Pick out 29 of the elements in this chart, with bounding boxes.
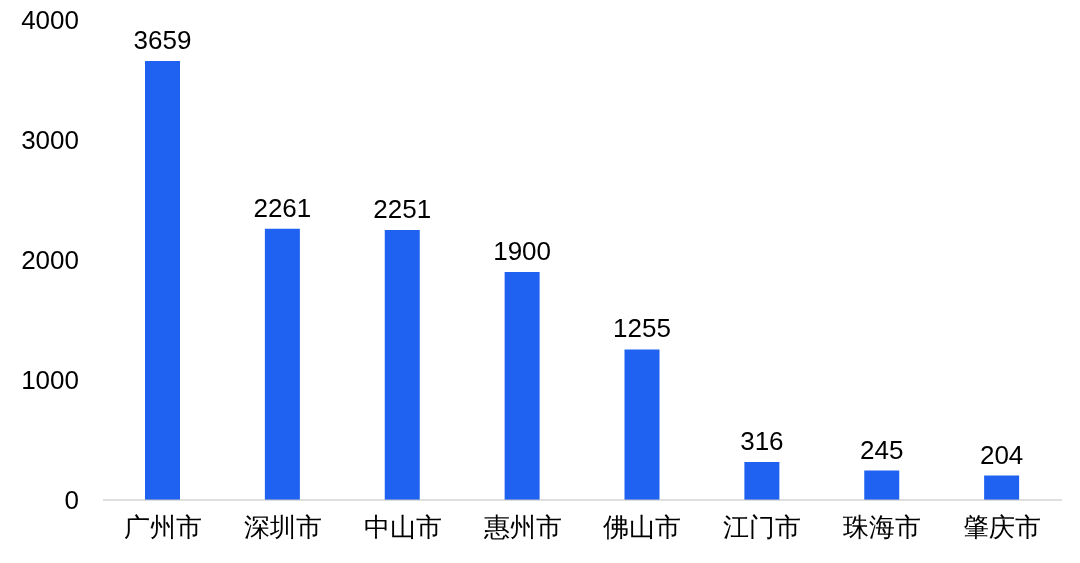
data-label: 316 bbox=[740, 426, 784, 457]
bar bbox=[864, 470, 900, 500]
y-tick-label: 4000 bbox=[21, 5, 79, 36]
x-tick-label: 佛山市 bbox=[603, 512, 682, 543]
data-label: 204 bbox=[979, 439, 1024, 470]
x-tick-label: 江门市 bbox=[723, 512, 802, 543]
bar bbox=[264, 228, 300, 500]
data-label: 1900 bbox=[493, 236, 552, 266]
data-label: 3659 bbox=[133, 24, 192, 55]
x-tick-label: 中山市 bbox=[363, 512, 442, 543]
bar bbox=[624, 349, 660, 500]
x-tick-label: 肇庆市 bbox=[963, 512, 1042, 543]
y-tick-label: 0 bbox=[64, 485, 79, 516]
bar bbox=[744, 462, 780, 500]
y-tick-label: 2000 bbox=[21, 245, 79, 276]
x-tick-label: 广州市 bbox=[123, 512, 202, 543]
x-tick-label: 珠海市 bbox=[843, 512, 922, 543]
y-tick-label: 3000 bbox=[21, 125, 79, 156]
data-label: 1255 bbox=[613, 313, 671, 344]
bar bbox=[504, 272, 540, 500]
x-tick-label: 惠州市 bbox=[482, 512, 562, 543]
data-label: 2261 bbox=[253, 192, 312, 223]
data-label: 2251 bbox=[373, 193, 432, 224]
y-tick-label: 1000 bbox=[21, 365, 79, 396]
bar bbox=[384, 229, 420, 500]
bar bbox=[145, 60, 180, 500]
data-label: 245 bbox=[860, 434, 904, 465]
x-tick-label: 深圳市 bbox=[243, 512, 322, 543]
bar bbox=[984, 475, 1020, 500]
